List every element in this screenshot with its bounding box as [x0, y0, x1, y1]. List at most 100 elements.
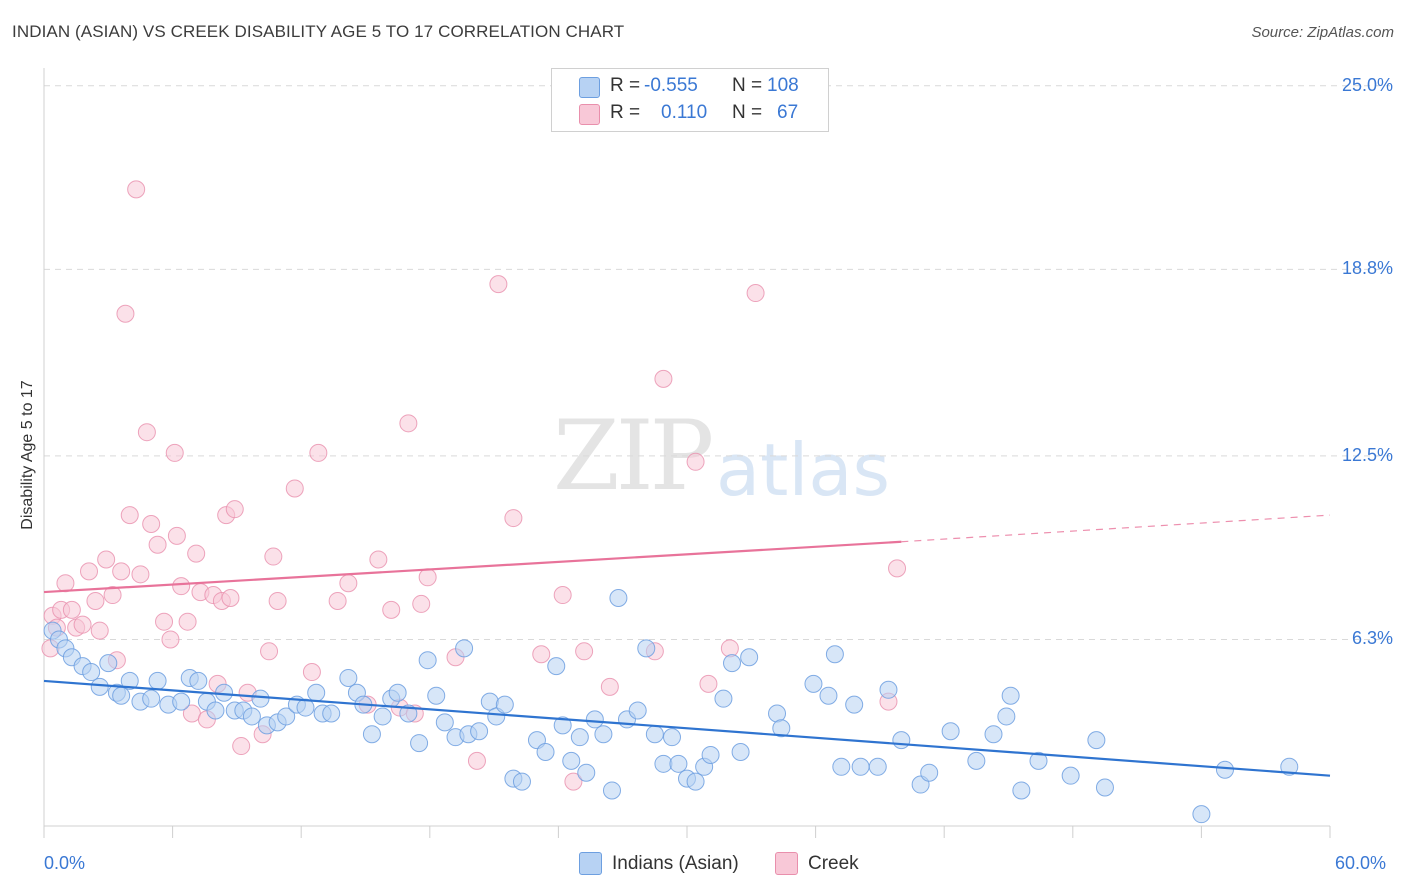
indians-asian-point — [577, 763, 596, 782]
creek-point — [187, 544, 206, 563]
indians-asian-point — [553, 716, 572, 735]
creek-trend-line — [43, 540, 902, 594]
trend-lines — [43, 514, 1331, 777]
stats-n-label-2: N = — [732, 102, 763, 123]
axes — [43, 68, 1331, 838]
creek-point — [489, 275, 508, 294]
indians-asian-point — [967, 751, 986, 770]
indians-asian-point — [701, 745, 720, 764]
indians-asian-point — [418, 651, 437, 670]
stats-r-label-2: R = — [610, 102, 641, 123]
stats-n-label-1: N = — [732, 75, 763, 96]
creek-point — [225, 500, 244, 519]
creek-point — [142, 514, 161, 533]
creek-point — [564, 772, 583, 791]
creek-point — [600, 677, 619, 696]
indians-asian-point — [470, 722, 489, 741]
indians-asian-point — [845, 695, 864, 714]
y-tick-label-3: 25.0% — [1341, 74, 1393, 95]
stats-r-label-1: R = — [610, 75, 641, 96]
creek-point — [654, 369, 673, 388]
creek-point — [888, 559, 907, 578]
indians-asian-point — [120, 671, 139, 690]
indians-asian-points — [43, 589, 1299, 824]
creek-points — [41, 180, 907, 791]
legend-swatch-blue — [579, 852, 602, 875]
creek-point — [575, 642, 594, 661]
indians-asian-point — [768, 704, 787, 723]
y-tick-label-2: 18.8% — [1341, 258, 1393, 279]
indians-asian-point — [1215, 760, 1234, 779]
creek-point — [86, 591, 105, 610]
creek-point — [232, 737, 251, 756]
creek-point — [155, 612, 174, 631]
indians-asian-point — [1012, 781, 1031, 800]
creek-point — [339, 574, 358, 593]
creek-point — [553, 586, 572, 605]
indians-asian-point — [637, 639, 656, 658]
x-tick-label-min: 0.0% — [44, 853, 86, 873]
legend-label-indians-asian: Indians (Asian) — [612, 852, 739, 874]
indians-asian-point — [1001, 686, 1020, 705]
legend-item-indians-asian: Indians (Asian) — [579, 852, 739, 875]
indians-asian-point — [373, 707, 392, 726]
creek-point — [382, 600, 401, 619]
creek-trend-line-extrapolated — [901, 514, 1331, 543]
legend-item-creek: Creek — [775, 852, 859, 875]
creek-point — [127, 180, 146, 199]
creek-point — [116, 304, 135, 323]
indians-asian-point — [662, 728, 681, 747]
indians-asian-point — [602, 781, 621, 800]
creek-point — [268, 591, 287, 610]
indians-asian-point — [1192, 805, 1211, 824]
creek-point — [73, 615, 92, 634]
stats-n-value-1: 108 — [767, 75, 799, 96]
indians-asian-point — [512, 772, 531, 791]
indians-asian-point — [772, 719, 791, 738]
indians-asian-point — [868, 757, 887, 776]
creek-point — [302, 663, 321, 682]
stats-r-value-2: 0.110 — [661, 102, 708, 123]
creek-point — [148, 535, 167, 554]
indians-asian-point — [455, 639, 474, 658]
indians-asian-point — [1095, 778, 1114, 797]
creek-point — [80, 562, 99, 581]
indians-asian-point — [654, 754, 673, 773]
indians-asian-point — [362, 725, 381, 744]
stats-swatch-blue — [579, 77, 600, 98]
indians-asian-point — [112, 686, 131, 705]
creek-point — [260, 642, 279, 661]
creek-point — [686, 452, 705, 471]
indians-asian-point — [645, 725, 664, 744]
indians-asian-point — [819, 686, 838, 705]
creek-point — [369, 550, 388, 569]
creek-point — [221, 589, 240, 608]
indians-asian-point — [142, 689, 161, 708]
stats-n-value-2: 67 — [777, 102, 799, 123]
indians-asian-point — [594, 725, 613, 744]
creek-point — [97, 550, 116, 569]
indians-asian-point — [609, 589, 628, 608]
indians-asian-point — [547, 657, 566, 676]
creek-point — [90, 621, 109, 640]
indians-asian-point — [1061, 766, 1080, 785]
indians-asian-point — [322, 704, 341, 723]
creek-point — [62, 600, 81, 619]
legend-swatch-pink — [775, 852, 798, 875]
indians-asian-point — [997, 707, 1016, 726]
chart-title: INDIAN (ASIAN) VS CREEK DISABILITY AGE 5… — [12, 22, 625, 41]
y-tick-label-0: 6.3% — [1351, 628, 1393, 649]
indians-asian-point — [148, 671, 167, 690]
indians-asian-point — [242, 707, 261, 726]
stats-r-value-1: -0.555 — [644, 75, 698, 96]
source-label: Source: ZipAtlas.com — [1251, 24, 1394, 41]
creek-point — [467, 751, 486, 770]
indians-asian-point — [714, 689, 733, 708]
creek-point — [172, 577, 191, 596]
creek-point — [720, 639, 739, 658]
indians-asian-point — [536, 742, 555, 761]
indians-asian-point — [570, 728, 589, 747]
indians-asian-point — [628, 701, 647, 720]
indians-asian-point — [399, 704, 418, 723]
